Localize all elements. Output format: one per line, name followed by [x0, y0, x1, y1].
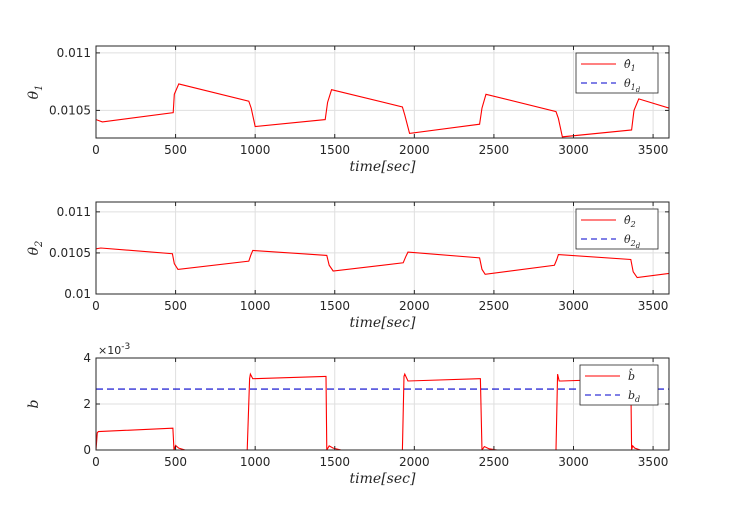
x-axis-label: time[sec]: [350, 471, 416, 487]
x-axis-label: time[sec]: [350, 315, 416, 331]
chart-panel-3: 0 500 1000 1500 2000 2500 3000 3500 0 2 4 ×10-3 time…: [26, 342, 670, 487]
axes-box: [95, 201, 670, 295]
x-tick-label: 500: [164, 299, 187, 313]
x-tick-label: 1500: [319, 299, 350, 313]
chart-panel-2: 0 500 1000 1500 2000 2500 3000 3500 0.01 0.0105 0.…: [26, 201, 670, 331]
axes-box: [95, 45, 670, 139]
x-tick-label: 3500: [638, 299, 669, 313]
legend-entry: bd: [628, 389, 640, 404]
y-tick-label: 0.0105: [49, 103, 91, 117]
x-tick-label: 2000: [399, 299, 430, 313]
y-tick-label: 2: [83, 397, 91, 411]
x-tick-label: 1500: [319, 143, 350, 157]
x-tick-label: 0: [92, 143, 100, 157]
x-tick-label: 0: [92, 455, 100, 469]
chart-panel-1: 0 500 1000 1500 2000 2500 3000 3500 0.0105 0.011 t…: [26, 45, 670, 175]
legend-box: [575, 52, 659, 94]
legend-entry: θ1d: [624, 77, 641, 94]
x-tick-label: 3500: [638, 455, 669, 469]
x-tick-label: 2500: [479, 455, 510, 469]
y-axis-label: θ1: [26, 85, 45, 100]
x-tick-label: 1500: [319, 455, 350, 469]
y-axis-label: θ2: [26, 241, 45, 256]
x-tick-label: 3000: [558, 455, 589, 469]
x-tick-label: 500: [164, 143, 187, 157]
legend: b̂ bd: [579, 364, 659, 406]
legend-entry: b̂: [628, 369, 635, 383]
y-exponent-label: ×10-3: [98, 342, 130, 357]
x-tick-label: 2000: [399, 455, 430, 469]
x-axis-label: time[sec]: [350, 159, 416, 175]
legend-entry: θ̂1: [624, 58, 636, 73]
legend-entry: θ2d: [624, 233, 641, 250]
x-tick-label: 3000: [558, 299, 589, 313]
legend-box: [579, 364, 659, 406]
x-tick-label: 1000: [240, 143, 271, 157]
x-tick-label: 2000: [399, 143, 430, 157]
y-tick-label: 0.011: [57, 205, 91, 219]
y-tick-label: 0.0105: [49, 246, 91, 260]
y-tick-label: 0.011: [57, 46, 91, 60]
y-tick-label: 0.01: [64, 287, 91, 301]
legend-box: [575, 208, 659, 250]
series-line-estimate: [96, 247, 669, 279]
x-tick-label: 500: [164, 455, 187, 469]
x-tick-label: 2500: [479, 299, 510, 313]
x-tick-label: 1000: [240, 455, 271, 469]
y-tick-label: 4: [83, 351, 91, 365]
x-tick-label: 0: [92, 299, 100, 313]
y-axis-label: b: [26, 399, 42, 408]
x-tick-label: 3500: [638, 143, 669, 157]
x-tick-label: 3000: [558, 143, 589, 157]
x-tick-label: 1000: [240, 299, 271, 313]
x-tick-label: 2500: [479, 143, 510, 157]
legend-entry: θ̂2: [624, 214, 636, 229]
y-tick-label: 0: [83, 443, 91, 457]
series-line-estimate: [96, 372, 669, 450]
